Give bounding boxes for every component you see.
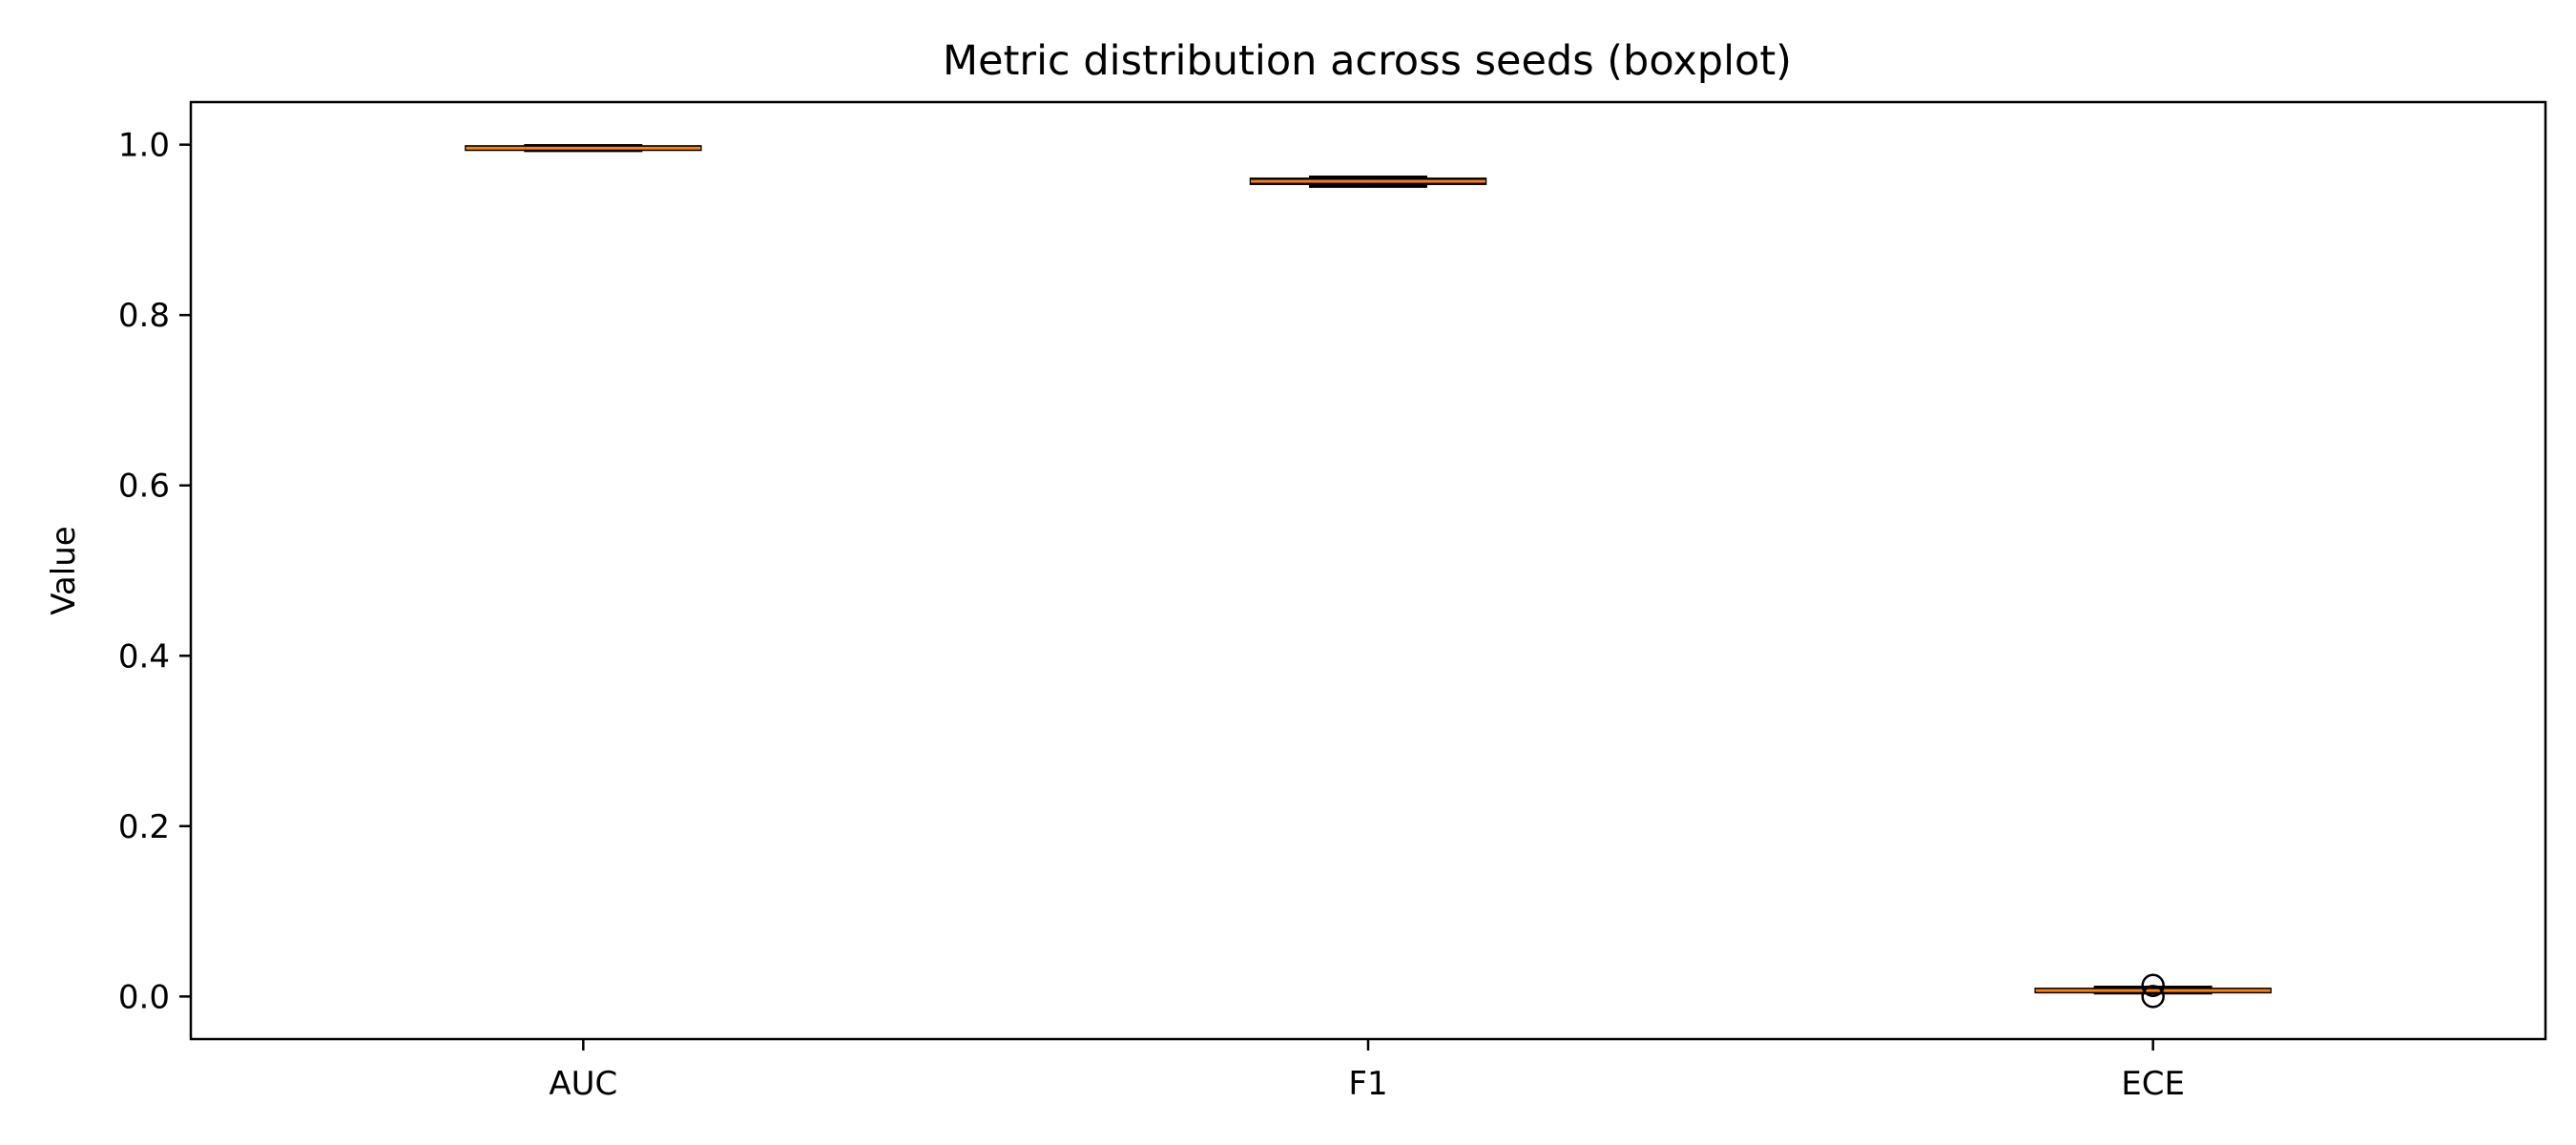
x-tick-label: AUC bbox=[549, 1065, 617, 1103]
y-axis-label: Value bbox=[45, 526, 83, 614]
y-tick-label: 0.2 bbox=[118, 808, 170, 846]
box-outlier bbox=[2141, 973, 2165, 998]
chart-title: Metric distribution across seeds (boxplo… bbox=[943, 37, 1792, 85]
y-tick-label: 1.0 bbox=[118, 127, 170, 165]
x-tick-label: ECE bbox=[2121, 1065, 2185, 1103]
axes-frame bbox=[189, 100, 2547, 1041]
y-tick-label: 0.0 bbox=[118, 978, 170, 1016]
y-tick-label: 0.6 bbox=[118, 468, 170, 506]
x-tick-label: F1 bbox=[1348, 1065, 1387, 1103]
plot-area: 0.0 0.2 0.4 0.6 0.8 1.0 AUC F1 ECE bbox=[118, 127, 2272, 1103]
box-outlier bbox=[2141, 985, 2165, 1009]
y-tick-label: 0.4 bbox=[118, 637, 170, 676]
y-tick-label: 0.8 bbox=[118, 297, 170, 335]
